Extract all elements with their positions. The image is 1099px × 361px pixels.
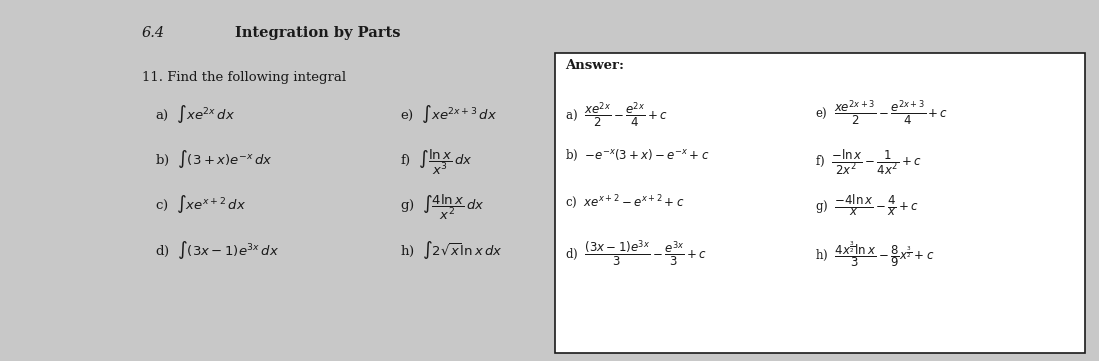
Text: d)  $\int (3x-1)e^{3x}\,dx$: d) $\int (3x-1)e^{3x}\,dx$ xyxy=(155,239,279,261)
Text: Integration by Parts: Integration by Parts xyxy=(235,26,400,40)
Text: h)  $\dfrac{4x^{\frac{3}{2}}\ln x}{3} - \dfrac{8}{9}x^{\frac{3}{2}} + c$: h) $\dfrac{4x^{\frac{3}{2}}\ln x}{3} - \… xyxy=(815,239,934,269)
Text: g)  $\int \dfrac{4\ln x}{x^2}\,dx$: g) $\int \dfrac{4\ln x}{x^2}\,dx$ xyxy=(400,193,485,222)
Text: c)  $xe^{x+2}-e^{x+2}+c$: c) $xe^{x+2}-e^{x+2}+c$ xyxy=(565,193,685,211)
FancyBboxPatch shape xyxy=(555,53,1085,353)
Text: b)  $\int (3+x)e^{-x}\,dx$: b) $\int (3+x)e^{-x}\,dx$ xyxy=(155,148,273,170)
Text: h)  $\int 2\sqrt{x}\ln x\,dx$: h) $\int 2\sqrt{x}\ln x\,dx$ xyxy=(400,239,502,261)
Text: 11. Find the following integral: 11. Find the following integral xyxy=(142,71,346,84)
Text: g)  $\dfrac{-4\ln x}{x} - \dfrac{4}{x} + c$: g) $\dfrac{-4\ln x}{x} - \dfrac{4}{x} + … xyxy=(815,193,919,218)
Text: c)  $\int xe^{x+2}\,dx$: c) $\int xe^{x+2}\,dx$ xyxy=(155,193,246,215)
Text: d)  $\dfrac{(3x-1)e^{3x}}{3} - \dfrac{e^{3x}}{3} + c$: d) $\dfrac{(3x-1)e^{3x}}{3} - \dfrac{e^{… xyxy=(565,239,707,269)
Text: b)  $-e^{-x}(3+x)-e^{-x}+c$: b) $-e^{-x}(3+x)-e^{-x}+c$ xyxy=(565,148,710,163)
Text: f)  $\dfrac{-\ln x}{2x^2} - \dfrac{1}{4x^2} + c$: f) $\dfrac{-\ln x}{2x^2} - \dfrac{1}{4x^… xyxy=(815,148,921,177)
Text: 6.4: 6.4 xyxy=(142,26,165,40)
Text: f)  $\int \dfrac{\ln x}{x^3}\,dx$: f) $\int \dfrac{\ln x}{x^3}\,dx$ xyxy=(400,148,473,177)
Text: a)  $\dfrac{xe^{2x}}{2} - \dfrac{e^{2x}}{4} + c$: a) $\dfrac{xe^{2x}}{2} - \dfrac{e^{2x}}{… xyxy=(565,101,667,130)
Text: a)  $\int xe^{2x}\,dx$: a) $\int xe^{2x}\,dx$ xyxy=(155,103,235,125)
Text: Answer:: Answer: xyxy=(565,59,624,72)
Text: e)  $\int xe^{2x+3}\,dx$: e) $\int xe^{2x+3}\,dx$ xyxy=(400,103,497,125)
Text: e)  $\dfrac{xe^{2x+3}}{2} - \dfrac{e^{2x+3}}{4} + c$: e) $\dfrac{xe^{2x+3}}{2} - \dfrac{e^{2x+… xyxy=(815,99,948,128)
